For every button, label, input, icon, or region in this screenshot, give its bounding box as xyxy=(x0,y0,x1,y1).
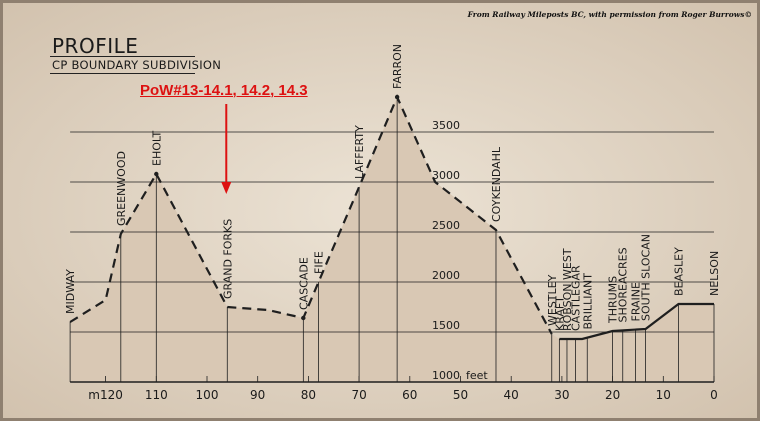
mile-label-90: 90 xyxy=(250,388,265,402)
station-label: GREENWOOD xyxy=(115,151,128,226)
station-label: FRAINE xyxy=(629,282,642,322)
elevation-label-2500: 2500 xyxy=(432,219,460,232)
station-label: WESTLEY xyxy=(546,274,559,326)
station-label: LAFFERTY xyxy=(353,125,366,179)
station-label: MIDWAY xyxy=(64,269,77,314)
elevation-unit-label: feet xyxy=(466,369,488,382)
page-subtitle: CP BOUNDARY SUBDIVISION xyxy=(52,58,222,72)
station-label: CASCADE xyxy=(297,257,310,310)
page-title: PROFILE xyxy=(52,34,139,58)
elevation-label-3500: 3500 xyxy=(432,119,460,132)
station-label: BEASLEY xyxy=(673,247,686,296)
subtitle-rule xyxy=(50,73,195,74)
mile-label-10: 10 xyxy=(656,388,671,402)
station-label: BRILLIANT xyxy=(581,273,594,330)
credit-note: From Railway Mileposts BC, with permissi… xyxy=(467,10,752,19)
station-label: SOUTH SLOCAN xyxy=(640,234,653,321)
elevation-label-1000: 1000 xyxy=(432,369,460,382)
station-label: CASTLEGAR xyxy=(570,265,583,331)
station-label: NELSON xyxy=(708,251,721,296)
mile-label-0: 0 xyxy=(710,388,718,402)
elevation-label-3000: 3000 xyxy=(432,169,460,182)
station-label: THRUMS xyxy=(607,276,620,324)
station-dot xyxy=(394,94,400,100)
title-rule xyxy=(50,56,195,57)
mile-label-30: 30 xyxy=(554,388,569,402)
mile-label-20: 20 xyxy=(605,388,620,402)
mile-label-50: 50 xyxy=(453,388,468,402)
mile-label-40: 40 xyxy=(504,388,519,402)
station-label: FARRON xyxy=(391,44,404,89)
mile-label-60: 60 xyxy=(402,388,417,402)
station-label: KRAFT xyxy=(553,296,566,331)
station-label: COYKENDAHL xyxy=(490,146,503,222)
mile-label-70: 70 xyxy=(351,388,366,402)
elevation-label-2000: 2000 xyxy=(432,269,460,282)
station-dot xyxy=(154,171,159,177)
mile-label-120: m120 xyxy=(88,388,123,402)
station-dot xyxy=(301,315,306,321)
station-label: FIFE xyxy=(313,251,326,274)
mile-label-100: 100 xyxy=(196,388,219,402)
station-label: GRAND FORKS xyxy=(221,219,234,299)
station-label: SHOREACRES xyxy=(617,247,630,322)
pow-annotation: PoW#13-14.1, 14.2, 14.3 xyxy=(140,82,308,99)
mile-label-110: 110 xyxy=(145,388,168,402)
station-label: ROBSON WEST xyxy=(561,248,574,331)
station-label: EHOLT xyxy=(150,131,163,166)
profile-line-east xyxy=(559,302,714,341)
mile-label-80: 80 xyxy=(301,388,316,402)
pow-arrow-head xyxy=(221,182,232,194)
profile-fill-area xyxy=(70,97,715,382)
elevation-label-1500: 1500 xyxy=(432,319,460,332)
